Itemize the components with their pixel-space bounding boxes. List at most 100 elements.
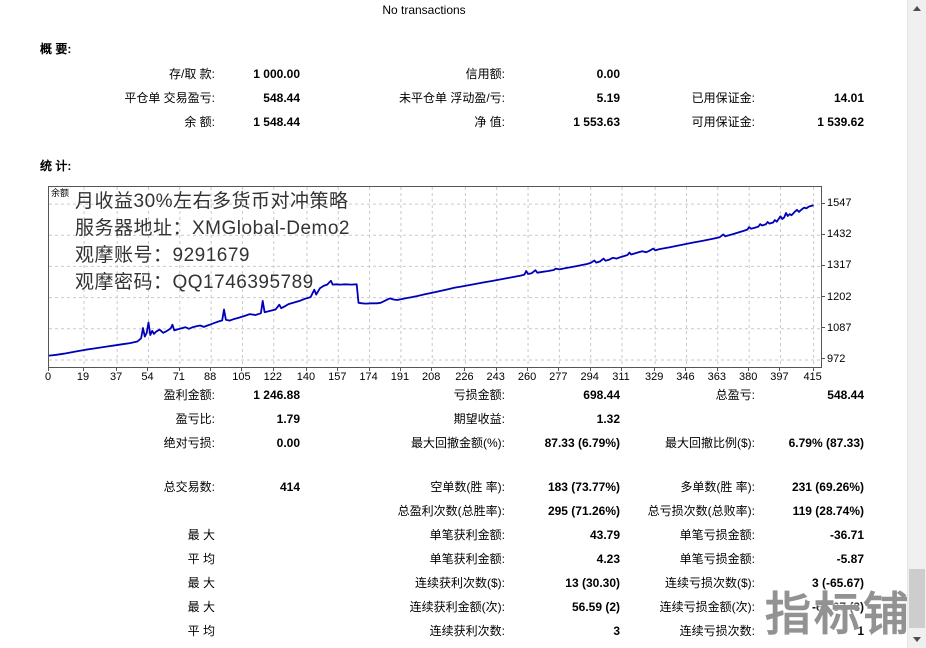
stat-label: 亏损金额: (453, 388, 505, 402)
stat-value: 183 (73.77%) (547, 480, 620, 494)
stat-value: 5.19 (596, 91, 620, 105)
x-axis-label: 88 (204, 371, 217, 383)
x-tick (621, 367, 622, 371)
x-tick (48, 367, 49, 371)
stat-value: 56.59 (2) (571, 600, 620, 614)
x-tick (147, 367, 149, 371)
stat-label (625, 407, 755, 431)
x-axis-label: 122 (263, 371, 282, 383)
statistics-heading: 统 计: (40, 159, 72, 173)
stat-value: 87.33 (6.79%) (544, 436, 620, 450)
stat-value: 3 (613, 624, 620, 638)
stat-value: 1 548.44 (253, 115, 300, 129)
stat-label: 最 大 (187, 600, 215, 614)
x-tick (399, 367, 401, 371)
y-tick (821, 296, 825, 298)
x-axis-label: 346 (676, 371, 695, 383)
stat-value: -65.67 (3) (811, 600, 864, 614)
y-axis-label: 1317 (827, 259, 852, 272)
summary-heading: 概 要: (40, 42, 72, 56)
stat-label: 盈亏比: (175, 412, 215, 426)
stat-value (760, 407, 864, 431)
x-axis-label: 363 (707, 371, 726, 383)
stat-value: 1.79 (276, 412, 300, 426)
stat-label: 最 大 (187, 528, 215, 542)
stat-value: 4.23 (596, 552, 620, 566)
x-axis-label: 174 (359, 371, 378, 383)
stat-value: 1 553.63 (573, 115, 620, 129)
stat-label: 可用保证金: (691, 115, 755, 129)
scroll-up-button[interactable] (908, 0, 926, 17)
balance-chart: 余额 月收益30%左右多货币对冲策略 服务器地址：XMGlobal-Demo2 观摩… (48, 186, 822, 368)
y-axis-label: 1547 (827, 197, 852, 210)
x-axis-label: 0 (44, 371, 52, 383)
x-axis-label: 208 (422, 371, 441, 383)
x-axis-label: 105 (232, 371, 251, 383)
x-axis-label: 37 (110, 371, 123, 383)
stat-label: 平 均 (187, 552, 215, 566)
stat-label: 连续亏损次数($): (664, 576, 755, 590)
chart-overlay-line: 月收益30%左右多货币对冲策略 (75, 191, 349, 212)
table-row: 平 均 连续获利次数: 3 连续亏损次数: 1 (0, 619, 880, 643)
stat-label: 连续亏损次数: (679, 624, 755, 638)
table-row: 余 额: 1 548.44 净 值: 1 553.63 可用保证金: 1 539.62 (0, 110, 880, 134)
y-tick (821, 202, 825, 204)
stat-value: 43.79 (589, 528, 620, 542)
stat-value: 6.79% (87.33) (788, 436, 864, 450)
stat-value (220, 499, 300, 523)
scroll-down-icon (913, 637, 921, 642)
stat-value: 3 (-65.67) (811, 576, 864, 590)
stat-label: 单笔亏损金额: (679, 528, 755, 542)
y-axis-label: 1087 (827, 321, 852, 334)
table-row: 最 大 连续获利金额(次): 56.59 (2) 连续亏损金额(次): -65.67 (… (0, 595, 880, 619)
x-axis-label: 311 (612, 371, 630, 383)
chart-overlay-line: 观摩密码：QQ1746395789 (75, 272, 314, 293)
x-axis-label: 191 (390, 371, 410, 383)
scroll-up-icon (913, 6, 921, 11)
x-axis-label: 277 (549, 371, 568, 383)
stat-label: 多单数(胜 率): (680, 480, 755, 494)
stat-label: 已用保证金: (691, 91, 755, 105)
x-tick (589, 367, 591, 371)
chart-legend-label: 余额 (51, 188, 70, 198)
table-row: 盈亏比: 1.79 期望收益: 1.32 (0, 407, 880, 431)
x-axis-label: 140 (296, 371, 316, 383)
stat-label: 单笔获利金额: (429, 552, 505, 566)
stat-value: 1 000.00 (253, 67, 300, 81)
x-axis-label: 54 (141, 371, 154, 383)
y-tick (821, 327, 825, 329)
equity-curve (49, 187, 821, 367)
stat-label: 连续获利次数($): (414, 576, 505, 590)
stat-value: 698.44 (583, 388, 620, 402)
x-tick (779, 367, 781, 371)
x-tick (654, 367, 656, 371)
x-tick (748, 367, 750, 371)
x-tick (527, 367, 529, 371)
scrollbar-thumb[interactable] (909, 569, 925, 628)
stat-label: 最大回撤金额(%): (411, 436, 505, 450)
stat-value: 0.00 (276, 436, 300, 450)
stat-label (625, 62, 755, 86)
stat-value: -5.87 (836, 552, 864, 566)
stat-label: 连续亏损金额(次): (659, 600, 755, 614)
stat-label: 空单数(胜 率): (430, 480, 505, 494)
table-row: 绝对亏损: 0.00 最大回撤金额(%): 87.33 (6.79%) 最大回撤比例($… (0, 431, 880, 455)
x-tick (464, 367, 466, 371)
summary-table: 存/取 款: 1 000.00 信用额: 0.00 平仓单 交易盈亏: 548.44 未平仓… (0, 62, 880, 134)
y-tick (821, 233, 825, 235)
x-axis-label: 294 (580, 371, 599, 383)
stat-label: 单笔获利金额: (429, 528, 505, 542)
x-axis-label: 226 (455, 371, 474, 383)
stat-value: 231 (69.26%) (791, 480, 864, 494)
scroll-down-button[interactable] (908, 631, 926, 648)
stat-label: 连续获利金额(次): (409, 600, 505, 614)
vertical-scrollbar[interactable] (907, 0, 926, 648)
chart-overlay-line: 观摩账号：9291679 (75, 245, 250, 266)
x-tick (495, 367, 497, 371)
y-axis-label: 1202 (827, 290, 852, 303)
x-tick (685, 367, 687, 371)
x-axis-label: 397 (770, 371, 789, 383)
x-tick (431, 367, 433, 371)
x-axis-label: 380 (738, 371, 758, 383)
stat-label: 单笔亏损金额: (679, 552, 755, 566)
